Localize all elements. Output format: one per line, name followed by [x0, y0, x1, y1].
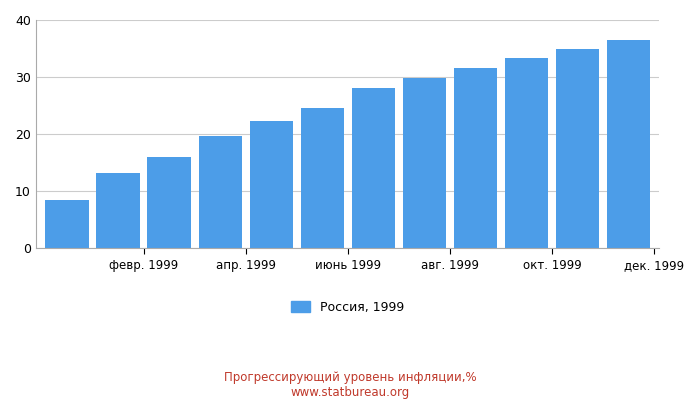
- Text: Прогрессирующий уровень инфляции,%: Прогрессирующий уровень инфляции,%: [224, 372, 476, 384]
- Bar: [505, 58, 548, 248]
- Bar: [148, 157, 191, 248]
- Bar: [301, 108, 344, 248]
- Bar: [199, 136, 242, 248]
- Bar: [402, 78, 446, 248]
- Legend: Россия, 1999: Россия, 1999: [286, 296, 409, 319]
- Bar: [556, 49, 599, 248]
- Bar: [607, 40, 650, 248]
- Bar: [351, 88, 395, 248]
- Bar: [250, 121, 293, 248]
- Text: www.statbureau.org: www.statbureau.org: [290, 386, 410, 399]
- Bar: [454, 68, 497, 248]
- Bar: [46, 200, 89, 248]
- Bar: [97, 173, 140, 248]
